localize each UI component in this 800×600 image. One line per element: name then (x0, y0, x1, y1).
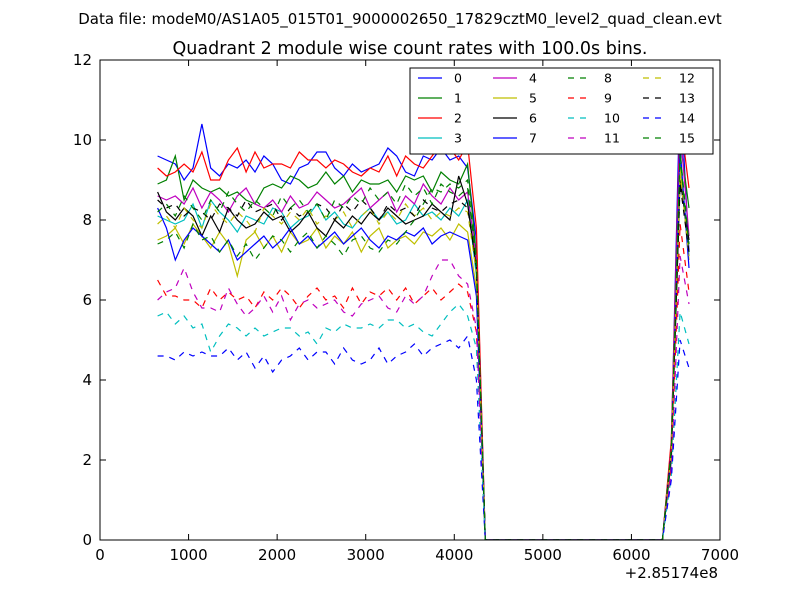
legend-label-13: 13 (679, 91, 695, 106)
series-line-2 (157, 115, 690, 540)
y-tick-label: 6 (82, 291, 92, 309)
x-tick-label: 5000 (524, 546, 562, 564)
legend-box (409, 67, 714, 155)
x-tick-label: 1000 (169, 546, 207, 564)
chart-title: Quadrant 2 module wise count rates with … (173, 39, 648, 59)
y-tick-label: 2 (82, 451, 92, 469)
legend-label-2: 2 (454, 111, 462, 126)
series-line-7 (157, 147, 690, 540)
series-line-12 (157, 171, 690, 540)
legend-label-11: 11 (604, 131, 620, 146)
series-line-1 (157, 139, 690, 540)
y-tick-label: 8 (82, 211, 92, 229)
series-line-5 (157, 167, 690, 540)
series-layer (157, 83, 690, 540)
y-tick-label: 10 (73, 131, 92, 149)
x-tick-label: 0 (95, 546, 105, 564)
x-tick-label: 3000 (347, 546, 385, 564)
x-tick-label: 4000 (435, 546, 473, 564)
legend-label-1: 1 (454, 91, 462, 106)
series-line-10 (157, 303, 690, 540)
x-tick-label: 6000 (612, 546, 650, 564)
y-tick-label: 4 (82, 371, 92, 389)
series-line-0 (157, 83, 690, 540)
legend-label-6: 6 (529, 111, 537, 126)
series-line-13 (157, 183, 690, 540)
y-tick-label: 12 (73, 51, 92, 69)
legend-label-12: 12 (679, 71, 695, 86)
y-tick-label: 0 (82, 531, 92, 549)
series-line-6 (157, 175, 690, 540)
legend-label-5: 5 (529, 91, 537, 106)
legend-label-0: 0 (454, 71, 462, 86)
x-tick-label: 7000 (701, 546, 739, 564)
x-offset-label: +2.85174e8 (625, 564, 718, 582)
legend-label-15: 15 (679, 131, 695, 146)
series-line-4 (157, 127, 690, 540)
legend-label-4: 4 (529, 71, 537, 86)
series-line-8 (157, 155, 690, 540)
x-tick-label: 2000 (258, 546, 296, 564)
figure-suptitle: Data file: modeM0/AS1A05_015T01_90000026… (78, 10, 722, 29)
legend-label-8: 8 (604, 71, 612, 86)
legend-label-7: 7 (529, 131, 537, 146)
legend-label-3: 3 (454, 131, 462, 146)
legend-label-9: 9 (604, 91, 612, 106)
legend-label-14: 14 (679, 111, 695, 126)
legend-label-10: 10 (604, 111, 620, 126)
